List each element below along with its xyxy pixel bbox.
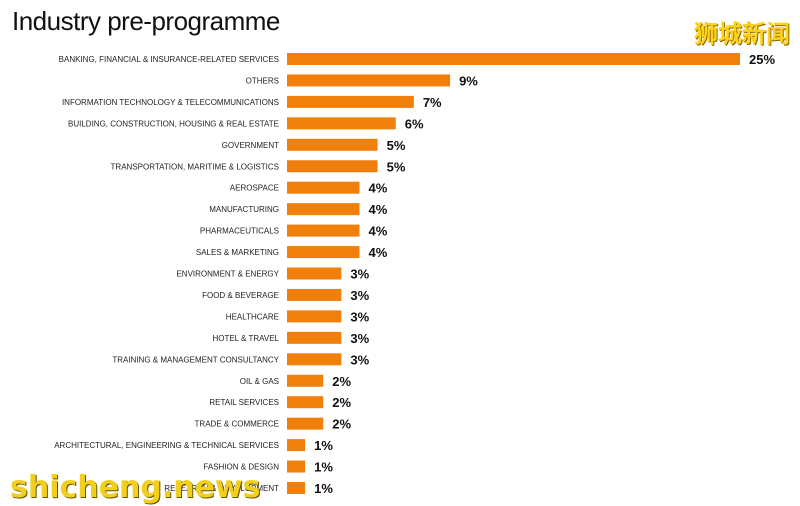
value-label: 3%: [350, 288, 369, 303]
bar: [287, 417, 324, 430]
bar: [287, 160, 378, 173]
watermark-chinese: 狮城新闻: [694, 20, 790, 48]
category-label: SALES & MARKETING: [196, 248, 279, 257]
category-label: ARCHITECTURAL, ENGINEERING & TECHNICAL S…: [54, 441, 279, 450]
value-label: 1%: [314, 438, 333, 453]
category-label: FASHION & DESIGN: [203, 463, 279, 472]
category-label: AEROSPACE: [230, 184, 279, 193]
bar: [287, 203, 360, 216]
category-label: TRAINING & MANAGEMENT CONSULTANCY: [112, 355, 279, 364]
category-label: BANKING, FINANCIAL & INSURANCE-RELATED S…: [59, 55, 279, 64]
bar: [287, 53, 740, 65]
category-label: TRANSPORTATION, MARITIME & LOGISTICS: [111, 162, 279, 171]
category-label: BUILDING, CONSTRUCTION, HOUSING & REAL E…: [68, 119, 279, 128]
value-label: 3%: [350, 267, 369, 282]
category-label: OTHERS: [246, 76, 279, 85]
category-label: INFORMATION TECHNOLOGY & TELECOMMUNICATI…: [62, 98, 279, 107]
bar: [287, 288, 342, 301]
bar: [287, 138, 378, 151]
bar: [287, 460, 306, 473]
value-label: 7%: [423, 95, 442, 110]
value-label: 3%: [350, 331, 369, 346]
bar: [287, 353, 342, 366]
bar: [287, 224, 360, 237]
category-label: GOVERNMENT: [222, 141, 279, 150]
value-label: 2%: [332, 374, 351, 389]
bar: [287, 482, 306, 494]
bar: [287, 331, 342, 344]
value-label: 25%: [749, 52, 775, 67]
bar: [287, 374, 324, 387]
category-label: RESEARCH & DEVELOPMENT: [164, 484, 279, 493]
value-label: 1%: [314, 481, 333, 496]
value-label: 9%: [459, 73, 478, 88]
value-label: 4%: [368, 245, 387, 260]
value-label: 6%: [405, 116, 424, 131]
bar: [287, 117, 396, 130]
category-label: RETAIL SERVICES: [209, 398, 279, 407]
value-label: 1%: [314, 460, 333, 475]
watermark-site: shicheng.news: [10, 470, 261, 505]
bar: [287, 396, 324, 409]
category-label: HOTEL & TRAVEL: [212, 334, 279, 343]
category-label: TRADE & COMMERCE: [195, 420, 279, 429]
category-label: MANUFACTURING: [209, 205, 279, 214]
category-label: OIL & GAS: [240, 377, 279, 386]
bar: [287, 246, 360, 259]
bar: [287, 310, 342, 323]
value-label: 3%: [350, 352, 369, 367]
bar: [287, 181, 360, 194]
category-label: ENVIRONMENT & ENERGY: [176, 270, 279, 279]
value-label: 5%: [387, 159, 406, 174]
value-label: 4%: [368, 224, 387, 239]
value-label: 5%: [387, 138, 406, 153]
page-title: Industry pre-programme: [12, 6, 280, 36]
value-label: 2%: [332, 417, 351, 432]
category-label: FOOD & BEVERAGE: [202, 291, 279, 300]
value-label: 3%: [350, 309, 369, 324]
bar: [287, 74, 451, 87]
bar: [287, 439, 306, 452]
value-label: 2%: [332, 395, 351, 410]
category-label: HEALTHCARE: [226, 312, 279, 321]
bar: [287, 267, 342, 280]
category-label: PHARMACEUTICALS: [200, 227, 279, 236]
value-label: 4%: [368, 202, 387, 217]
bar: [287, 95, 414, 108]
value-label: 4%: [368, 181, 387, 196]
